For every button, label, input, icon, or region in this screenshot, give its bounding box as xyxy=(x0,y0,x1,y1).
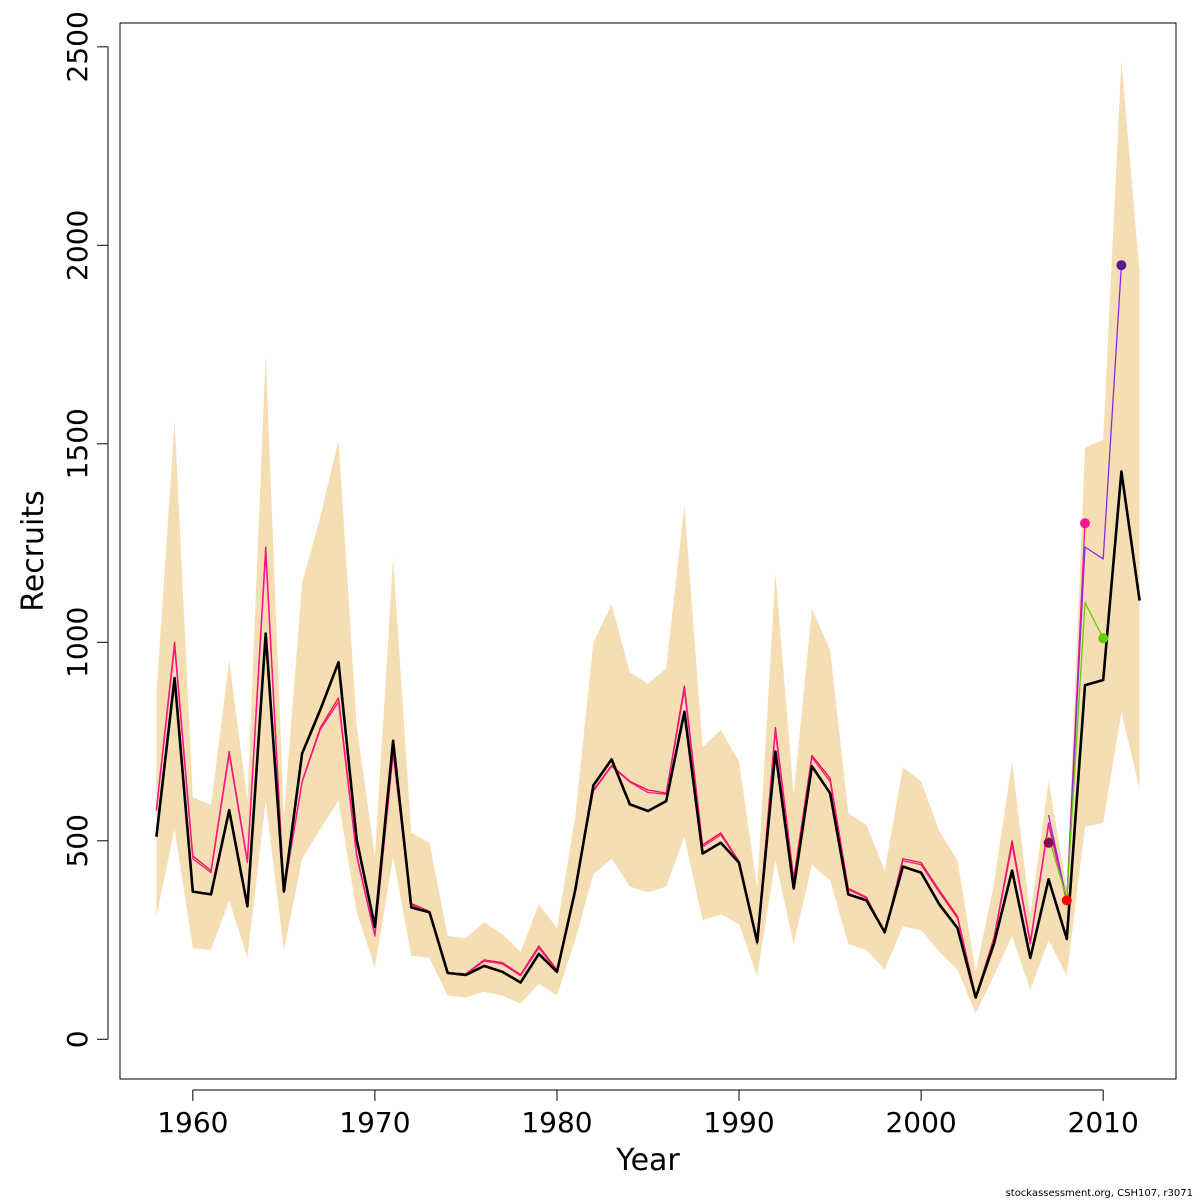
y-tick-label-1000: 1000 xyxy=(61,607,94,678)
y-tick-label-2500: 2500 xyxy=(61,11,94,82)
terminal-point-2007 xyxy=(1043,837,1054,848)
footer-credit: stockassessment.org, CSH107, r3071 xyxy=(1006,1188,1193,1199)
y-tick-label-0: 0 xyxy=(61,1030,94,1048)
terminal-point-2008 xyxy=(1061,895,1072,906)
y-axis-title: Recruits xyxy=(16,490,51,612)
x-axis-title: Year xyxy=(615,1143,680,1178)
y-tick-label-500: 500 xyxy=(61,814,94,867)
x-tick-label-1960: 1960 xyxy=(157,1106,228,1139)
x-tick-label-1970: 1970 xyxy=(339,1106,410,1139)
y-tick-label-2000: 2000 xyxy=(61,210,94,281)
x-tick-label-1990: 1990 xyxy=(703,1106,774,1139)
terminal-points-layer xyxy=(1043,260,1127,906)
confidence-band xyxy=(156,60,1140,1014)
plot-frame xyxy=(119,22,1177,1080)
series-line-final-assessment xyxy=(155,470,1141,999)
x-tick-label-1980: 1980 xyxy=(521,1106,592,1139)
confidence-band-layer xyxy=(156,60,1140,1014)
series-line-retrospective-purple xyxy=(1047,265,1123,902)
axes-layer: 1960 1970 1980 1990 2000 2010 0 500 1000 1500 2000… xyxy=(61,11,1139,1139)
terminal-point-2009 xyxy=(1080,518,1090,529)
terminal-point-2010 xyxy=(1098,633,1109,644)
series-layer xyxy=(155,265,1141,999)
x-tick-label-2010: 2010 xyxy=(1068,1106,1139,1139)
series-line-retrospective-pink xyxy=(155,523,1086,998)
series-line-retrospective-green xyxy=(1047,601,1104,900)
y-tick-label-1500: 1500 xyxy=(61,408,94,479)
terminal-point-2011 xyxy=(1116,260,1127,271)
x-tick-label-2000: 2000 xyxy=(885,1106,956,1139)
